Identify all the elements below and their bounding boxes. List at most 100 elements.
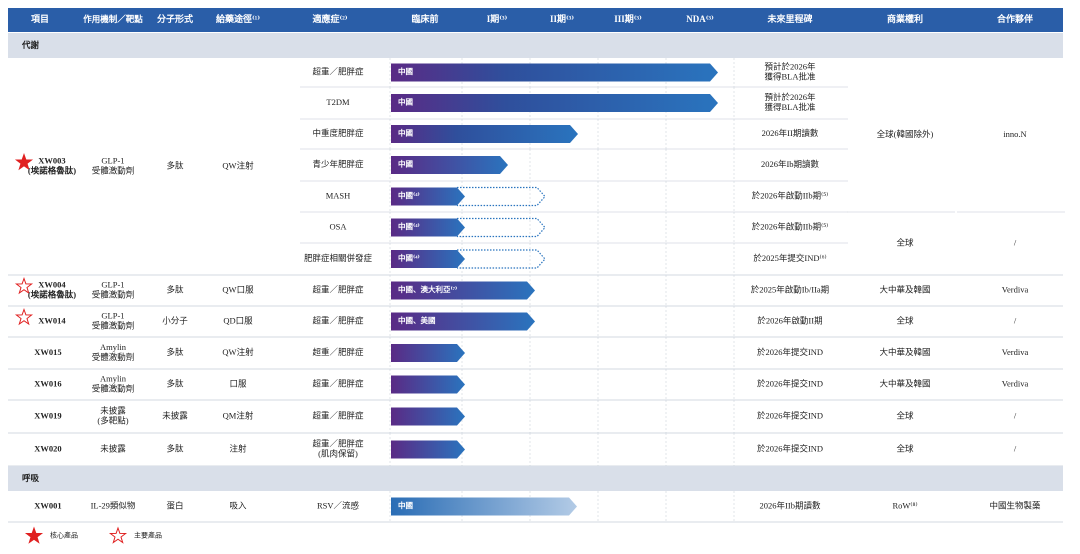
section-bar: [8, 33, 1063, 58]
route: QW注射: [222, 160, 254, 170]
indication: OSA: [329, 221, 347, 231]
indication: T2DM: [326, 97, 350, 107]
header-label: 適應症⁽²⁾: [312, 13, 347, 24]
indication: 超重／肥胖症: [312, 378, 364, 388]
product-name: XW019: [34, 410, 61, 420]
milestone: 於2026年提交IND: [757, 378, 823, 388]
mechanism: 受體激動劑: [92, 352, 135, 362]
molecule-form: 多肽: [166, 443, 184, 453]
milestone: 預計於2026年: [764, 92, 816, 102]
product-name: XW003: [38, 155, 65, 165]
partner: /: [1014, 443, 1017, 453]
mechanism: GLP-1: [101, 279, 124, 289]
rights: 全球: [896, 410, 914, 420]
indication: 超重／肥胖症: [312, 438, 364, 448]
header-label: 項目: [31, 14, 49, 24]
milestone: 2026年Ib期讀數: [761, 159, 820, 169]
progress-arrow: [391, 497, 577, 516]
partner: Verdiva: [1002, 347, 1029, 357]
legend-key: 主要產品: [134, 531, 162, 540]
product-name: XW004: [38, 279, 66, 289]
milestone: 於2026年啟動II期: [757, 315, 822, 325]
partner: Verdiva: [1002, 378, 1029, 388]
header-label: 作用機制／靶點: [83, 14, 143, 24]
key-star: [108, 526, 128, 544]
progress-arrow: [391, 94, 718, 112]
rights: 大中華及韓國: [879, 378, 930, 388]
route: 注射: [229, 443, 247, 453]
milestone: 於2026年提交IND: [757, 443, 823, 453]
product-name: XW014: [38, 315, 66, 325]
indication: (肌肉保留): [318, 448, 358, 458]
milestone: 於2026年啟動IIb期⁽⁵⁾: [752, 190, 829, 200]
route: QW注射: [222, 347, 254, 357]
mechanism: 受體激動劑: [92, 289, 135, 299]
mechanism: 受體激動劑: [92, 320, 135, 330]
key-star: [14, 307, 34, 326]
indication: 肥胖症相關併發症: [304, 253, 373, 263]
mechanism: GLP-1: [101, 310, 124, 320]
section-title: 呼吸: [22, 473, 40, 483]
indication: 超重／肥胖症: [312, 66, 364, 76]
progress-arrow: [391, 407, 465, 426]
bar-label: 中國⁽⁴⁾: [398, 190, 420, 200]
bar-label: 中國⁽⁴⁾: [398, 221, 420, 231]
bar-label: 中國: [398, 97, 413, 107]
rights: RoW⁽⁸⁾: [892, 500, 917, 510]
header-bar: [8, 8, 1063, 32]
partner: /: [1014, 410, 1017, 420]
milestone: 預計於2026年: [764, 61, 816, 71]
milestone: 2026年II期讀數: [762, 128, 819, 138]
mechanism: GLP-1: [101, 155, 124, 165]
product-name: (埃諾格魯肽): [28, 165, 76, 175]
route: 吸入: [229, 500, 247, 510]
mechanism: (多靶點): [97, 415, 128, 425]
molecule-form: 未披露: [162, 410, 188, 420]
product-name: XW016: [34, 378, 61, 388]
indication: RSV／流感: [317, 500, 360, 510]
route: QM注射: [223, 410, 254, 420]
progress-arrow: [391, 344, 465, 362]
molecule-form: 多肽: [166, 347, 184, 357]
section-bar: [8, 466, 1063, 491]
indication: 超重／肥胖症: [312, 315, 364, 325]
rights: 大中華及韓國: [879, 284, 930, 294]
legend-core: 核心產品: [50, 531, 78, 540]
indication: 中重度肥胖症: [312, 128, 364, 138]
core-star: [24, 526, 44, 544]
partner: /: [1014, 237, 1017, 247]
header-label: III期⁽³⁾: [614, 13, 642, 24]
molecule-form: 蛋白: [166, 500, 183, 510]
indication: 超重／肥胖症: [312, 410, 364, 420]
header-label: 未來里程碑: [766, 13, 812, 24]
header-label: 商業權利: [887, 13, 923, 24]
rights: 全球(韓國除外): [877, 129, 934, 139]
header-label: I期⁽³⁾: [487, 13, 508, 24]
header-label: II期⁽³⁾: [550, 13, 574, 24]
product-name: (埃諾格魯肽): [28, 289, 76, 299]
progress-arrow: [391, 250, 465, 268]
bar-label: 中國: [398, 66, 413, 76]
bar-label: 中國: [398, 500, 413, 510]
milestone: 於2026年啟動IIb期⁽⁵⁾: [752, 221, 829, 231]
header-label: 分子形式: [157, 13, 193, 24]
progress-arrow: [391, 156, 508, 174]
mechanism: 未披露: [100, 443, 126, 453]
header-label: 臨床前: [411, 13, 438, 24]
partner: Verdiva: [1002, 284, 1029, 294]
progress-arrow: [391, 63, 718, 82]
progress-arrow: [391, 125, 578, 143]
progress-arrow: [391, 312, 535, 331]
route: QW口服: [222, 284, 254, 294]
core-star: [14, 152, 34, 171]
mechanism: 未披露: [100, 405, 126, 415]
rights: 全球: [896, 237, 914, 247]
planned-arrow: [457, 217, 546, 238]
header-label: NDA⁽³⁾: [686, 14, 714, 24]
partner: inno.N: [1003, 129, 1026, 139]
section-title: 代謝: [21, 40, 40, 50]
progress-arrow: [391, 218, 465, 237]
mechanism: Amylin: [100, 342, 127, 352]
progress-arrow: [391, 281, 535, 300]
